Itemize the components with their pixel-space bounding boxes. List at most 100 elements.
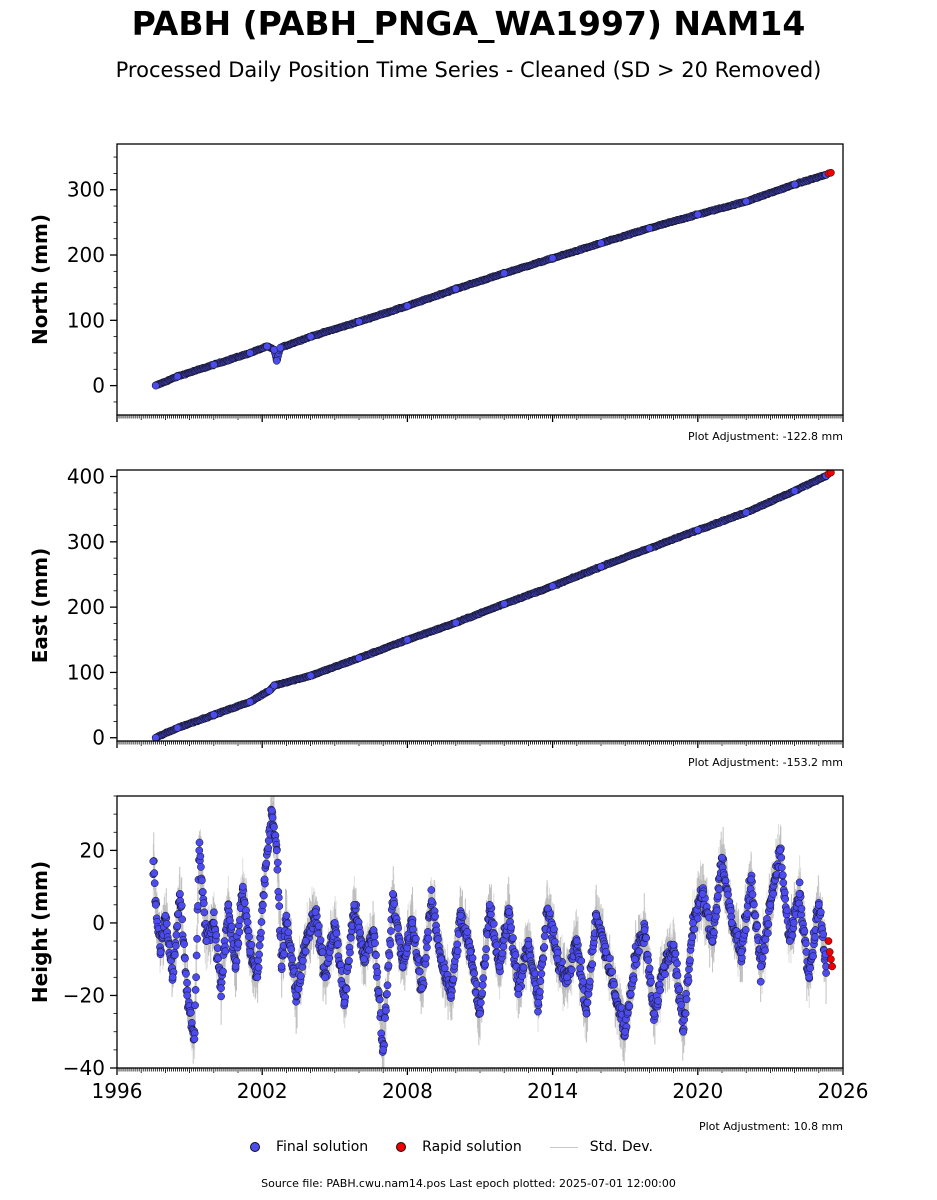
final-solution-point — [383, 981, 392, 990]
final-solution-point — [382, 1006, 390, 1015]
final-solution-point — [183, 978, 191, 987]
final-solution-point — [356, 929, 364, 937]
final-solution-point — [548, 254, 557, 263]
final-solution-point — [481, 953, 490, 962]
final-solution-point — [334, 940, 342, 949]
final-solution-point — [195, 838, 204, 847]
final-solution-point — [451, 285, 460, 293]
final-solution-point — [500, 600, 509, 608]
y-axis-label: East (mm) — [28, 548, 52, 664]
final-solution-point — [583, 998, 592, 1007]
final-solution-point — [306, 671, 315, 680]
final-solution-point — [431, 912, 439, 921]
final-solution-point — [645, 544, 654, 553]
final-solution-point — [394, 924, 402, 932]
final-solution-point — [236, 916, 244, 924]
final-solution-point — [150, 879, 159, 888]
final-solution-point — [209, 360, 218, 369]
final-solution-point — [306, 332, 315, 341]
final-solution-point — [274, 893, 283, 902]
panel-plot-area — [149, 796, 836, 1068]
final-solution-point — [424, 934, 433, 943]
panel-plot-area — [151, 168, 835, 390]
final-solution-point — [246, 349, 254, 357]
final-solution-point — [790, 180, 799, 189]
final-solution-point — [187, 1018, 196, 1027]
final-solution-point — [415, 967, 424, 976]
final-solution-point — [260, 891, 268, 900]
final-solution-point — [301, 947, 310, 956]
final-solution-point — [499, 942, 508, 951]
final-solution-point — [346, 948, 354, 957]
final-solution-point — [550, 925, 558, 933]
final-solution-point — [577, 957, 586, 965]
plot-adjustment-note: Plot Adjustment: -153.2 mm — [688, 756, 843, 769]
final-solution-point — [434, 935, 442, 944]
final-solution-point — [186, 1008, 195, 1017]
final-solution-point — [693, 210, 702, 219]
final-solution-point — [576, 964, 585, 973]
final-solution-point — [173, 372, 182, 381]
final-solution-point — [384, 961, 393, 970]
final-solution-point — [453, 940, 462, 949]
final-solution-point — [463, 928, 472, 936]
final-solution-point — [373, 968, 382, 976]
y-tick-label: 200 — [67, 595, 105, 619]
final-solution-point — [273, 865, 282, 874]
y-tick-label: 300 — [67, 178, 105, 202]
final-solution-point — [539, 954, 548, 963]
final-solution-point — [212, 931, 221, 940]
final-solution-point — [553, 948, 562, 957]
final-solution-point — [263, 342, 271, 351]
final-solution-point — [427, 886, 436, 894]
final-solution-point — [608, 967, 616, 976]
final-solution-point — [247, 940, 256, 949]
final-solution-point — [481, 960, 489, 969]
final-solution-point — [213, 944, 222, 952]
final-solution-point — [180, 940, 188, 948]
final-solution-point — [219, 967, 227, 976]
final-solution-point — [588, 960, 597, 969]
final-solution-point — [422, 953, 430, 962]
final-solution-point — [489, 920, 498, 928]
final-solution-point — [192, 973, 200, 982]
final-solution-point — [536, 977, 545, 986]
rapid-solution-point — [827, 168, 835, 177]
final-solution-point — [284, 928, 293, 937]
final-solution-point — [198, 876, 206, 885]
y-tick-label: 300 — [67, 530, 105, 554]
final-solution-point — [498, 949, 507, 958]
y-axis-label: North (mm) — [28, 214, 52, 345]
final-solution-point — [550, 938, 559, 946]
final-solution-point — [500, 269, 509, 278]
final-solution-point — [240, 899, 249, 907]
final-solution-point — [449, 975, 458, 984]
final-solution-point — [265, 686, 274, 695]
final-solution-point — [182, 969, 190, 978]
final-solution-point — [270, 681, 279, 690]
final-solution-point — [257, 928, 265, 937]
final-solution-point — [567, 965, 576, 974]
final-solution-point — [412, 934, 420, 943]
final-solution-point — [509, 934, 517, 942]
figure-title: PABH (PABH_PNGA_WA1997) NAM14 — [131, 4, 806, 43]
final-solution-point — [693, 526, 702, 534]
final-solution-point — [283, 919, 292, 928]
final-solution-point — [255, 950, 263, 959]
final-solution-point — [507, 923, 515, 932]
final-solution-point — [476, 998, 485, 1007]
final-solution-point — [403, 302, 412, 310]
final-solution-point — [372, 951, 380, 960]
final-solution-point — [424, 928, 432, 936]
y-tick-label: 100 — [67, 308, 105, 332]
final-solution-point — [227, 922, 236, 931]
final-solution-point — [610, 980, 618, 989]
final-solution-point — [370, 932, 379, 941]
final-solution-point — [276, 343, 285, 352]
final-solution-point — [297, 972, 305, 980]
plot-adjustment-note: Plot Adjustment: -122.8 mm — [688, 430, 843, 443]
final-solution-point — [172, 942, 180, 950]
final-solution-point — [390, 899, 399, 908]
final-solution-point — [243, 918, 252, 926]
